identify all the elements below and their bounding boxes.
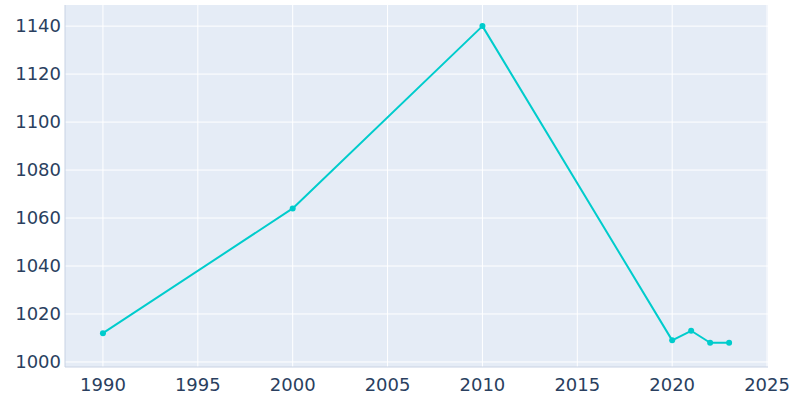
chart: 1990 1995 2000 2005 2010 2015 2020 2025 1000 1020…: [0, 0, 800, 400]
y-tick-label: 1000: [15, 351, 61, 372]
y-grid-line: [65, 74, 768, 75]
plot-background: [65, 5, 768, 367]
y-axis-line: [65, 5, 66, 367]
x-tick-label: 2015: [554, 374, 600, 395]
data-point: [290, 205, 296, 211]
x-tick-label: 1995: [175, 374, 221, 395]
data-point: [100, 330, 106, 336]
y-tick-label: 1020: [15, 303, 61, 324]
y-grid-line: [65, 361, 768, 362]
data-point: [707, 340, 713, 346]
x-tick-label: 2005: [365, 374, 411, 395]
y-tick-label: 1140: [15, 15, 61, 36]
y-tick-label: 1100: [15, 111, 61, 132]
y-tick-label: 1120: [15, 63, 61, 84]
x-tick-label: 2010: [460, 374, 506, 395]
data-point: [479, 23, 485, 29]
x-grid-line: [197, 5, 198, 367]
x-tick-label: 2000: [270, 374, 316, 395]
y-tick-label: 1040: [15, 255, 61, 276]
data-point: [688, 328, 694, 334]
x-grid-line: [767, 5, 768, 367]
x-grid-line: [672, 5, 673, 367]
y-tick-label: 1060: [15, 207, 61, 228]
y-grid-line: [65, 313, 768, 314]
x-axis-line: [65, 367, 768, 368]
y-grid-line: [65, 26, 768, 27]
y-grid-line: [65, 170, 768, 171]
x-tick-label: 1990: [80, 374, 126, 395]
x-tick-label: 2025: [744, 374, 790, 395]
y-grid-line: [65, 266, 768, 267]
x-tick-label: 2020: [649, 374, 695, 395]
x-grid-line: [577, 5, 578, 367]
y-grid-line: [65, 122, 768, 123]
y-grid-line: [65, 218, 768, 219]
x-grid-line: [482, 5, 483, 367]
x-grid-line: [387, 5, 388, 367]
x-grid-line: [102, 5, 103, 367]
data-point: [726, 340, 732, 346]
y-tick-label: 1080: [15, 159, 61, 180]
data-line: [103, 26, 729, 343]
x-grid-line: [292, 5, 293, 367]
data-group: [100, 23, 732, 346]
data-point: [669, 337, 675, 343]
